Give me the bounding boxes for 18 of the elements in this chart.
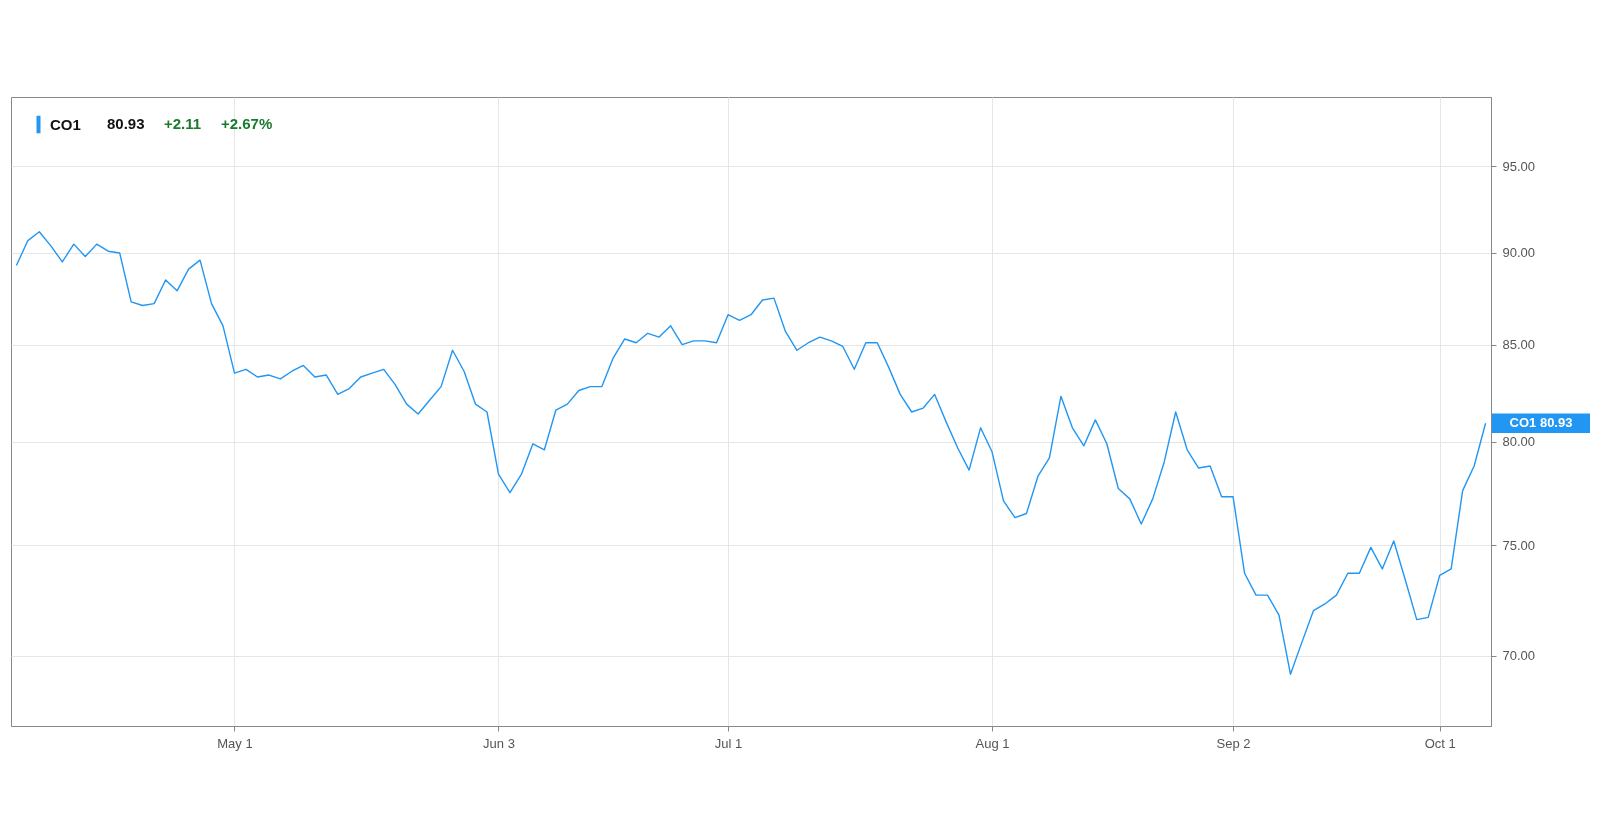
y-tick-label: 95.00 — [1502, 158, 1536, 174]
x-tick-label: Aug 1 — [975, 735, 1010, 751]
x-tick-label: Sep 2 — [1216, 735, 1251, 751]
x-tick-label: Jul 1 — [714, 735, 743, 751]
y-tick-label: 80.00 — [1502, 434, 1536, 450]
annotation: +2.67% — [221, 115, 273, 132]
annotation: +2.11 — [164, 115, 202, 132]
y-tick-label: 75.00 — [1502, 537, 1536, 553]
legend-label: CO1 — [50, 115, 81, 133]
y-tick-label: 85.00 — [1502, 337, 1536, 353]
x-tick-label: Oct 1 — [1424, 735, 1456, 751]
line-series — [15, 231, 1487, 675]
x-tick-label: Jun 3 — [483, 735, 515, 751]
annotation: 80.93 — [107, 115, 145, 132]
x-tick-label: May 1 — [217, 735, 253, 751]
text: CO1 80.93 — [1509, 415, 1573, 431]
y-tick-label: 90.00 — [1502, 245, 1536, 261]
y-tick-label: 70.00 — [1502, 648, 1536, 664]
